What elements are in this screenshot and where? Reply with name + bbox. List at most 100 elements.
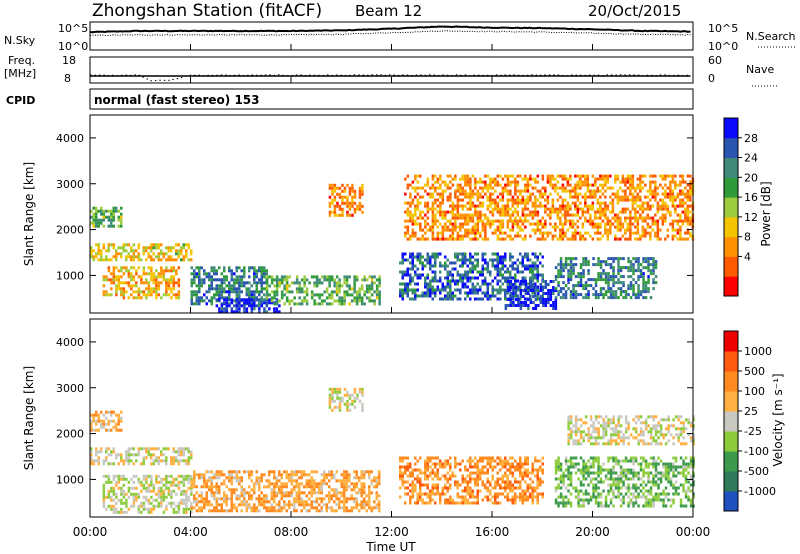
heatmap-cell [360,494,363,498]
heatmap-cell [258,281,261,285]
heatmap-cell [404,219,407,223]
heatmap-cell [409,219,412,223]
heatmap-cell [406,228,410,232]
heatmap-cell [100,425,103,429]
heatmap-cell [536,258,539,262]
heatmap-cell [689,234,692,238]
heatmap-cell [152,246,155,250]
heatmap-cell [399,282,402,286]
heatmap-cell [273,494,276,498]
heatmap-cell [353,396,357,400]
heatmap-cell [263,497,266,501]
heatmap-cell [614,177,617,181]
heatmap-cell [689,198,692,202]
heatmap-cell [112,243,115,247]
heatmap-cell [351,399,354,403]
heatmap-cell [187,447,190,451]
heatmap-cell [409,282,412,286]
heatmap-cell [283,503,286,507]
heatmap-cell [315,500,318,504]
heatmap-cell [208,503,211,507]
heatmap-cell [213,269,216,273]
heatmap-cell [190,266,193,270]
heatmap-cell [373,485,376,489]
heatmap-cell [263,301,266,305]
heatmap-cell [524,174,527,178]
heatmap-cell [631,192,635,196]
heatmap-cell [203,293,206,297]
heatmap-cell [223,509,226,513]
heatmap-cell [624,293,628,297]
heatmap-cell [343,387,347,391]
heatmap-cell [210,296,213,300]
heatmap-cell [336,393,339,397]
heatmap-cell [283,287,286,291]
heatmap-cell [341,201,344,205]
heatmap-cell [461,480,464,484]
heatmap-cell [439,501,442,505]
heatmap-cell [679,189,682,193]
heatmap-cell [130,453,133,457]
heatmap-cell [167,246,170,250]
heatmap-cell [127,281,131,285]
heatmap-cell [509,288,512,292]
heatmap-cell [466,231,470,235]
heatmap-cell [416,237,420,241]
heatmap-cell [336,390,339,394]
heatmap-cell [431,219,435,223]
heatmap-cell [627,266,630,270]
heatmap-cell [170,495,173,499]
heatmap-cell [549,210,552,214]
nsky-label: N.Sky [4,34,36,47]
heatmap-cell [589,219,592,223]
heatmap-cell [599,231,602,235]
heatmap-cell [481,270,484,274]
heatmap-cell [534,228,537,232]
heatmap-cell [117,287,121,291]
heatmap-cell [599,287,603,291]
heatmap-cell [564,174,567,178]
heatmap-cell [230,290,233,294]
heatmap-cell [102,498,106,502]
heatmap-cell [684,207,687,211]
heatmap-cell [416,267,419,271]
heatmap-cell [632,287,635,291]
heatmap-cell [439,477,442,481]
heatmap-cell [368,287,371,291]
heatmap-cell [401,288,404,292]
heatmap-cell [203,299,206,303]
heatmap-cell [601,192,605,196]
heatmap-cell [253,266,256,270]
heatmap-cell [587,272,590,276]
heatmap-cell [544,301,548,304]
heatmap-cell [238,296,241,300]
heatmap-cell [333,405,337,409]
heatmap-cell [145,447,148,451]
heatmap-cell [406,231,410,235]
heatmap-cell [368,296,371,300]
heatmap-cell [177,459,180,463]
heatmap-cell [551,225,555,229]
heatmap-cell [466,207,470,211]
heatmap-cell [300,491,303,495]
heatmap-cell [140,278,143,282]
heatmap-cell [621,195,625,199]
heatmap-cell [616,225,620,229]
heatmap-cell [338,497,341,501]
heatmap-cell [110,258,113,262]
heatmap-cell [333,195,337,199]
heatmap-cell [429,207,432,211]
heatmap-cell [609,257,613,261]
heatmap-cell [409,498,412,502]
heatmap-cell [273,509,276,513]
heatmap-cell [494,177,497,181]
heatmap-cell [466,174,470,178]
heatmap-cell [581,234,585,238]
heatmap-cell [439,288,442,292]
heatmap-cell [255,509,258,513]
heatmap-cell [436,192,440,196]
heatmap-cell [102,290,106,294]
heatmap-cell [501,225,505,229]
heatmap-cell [576,174,580,178]
heatmap-cell [579,278,583,282]
